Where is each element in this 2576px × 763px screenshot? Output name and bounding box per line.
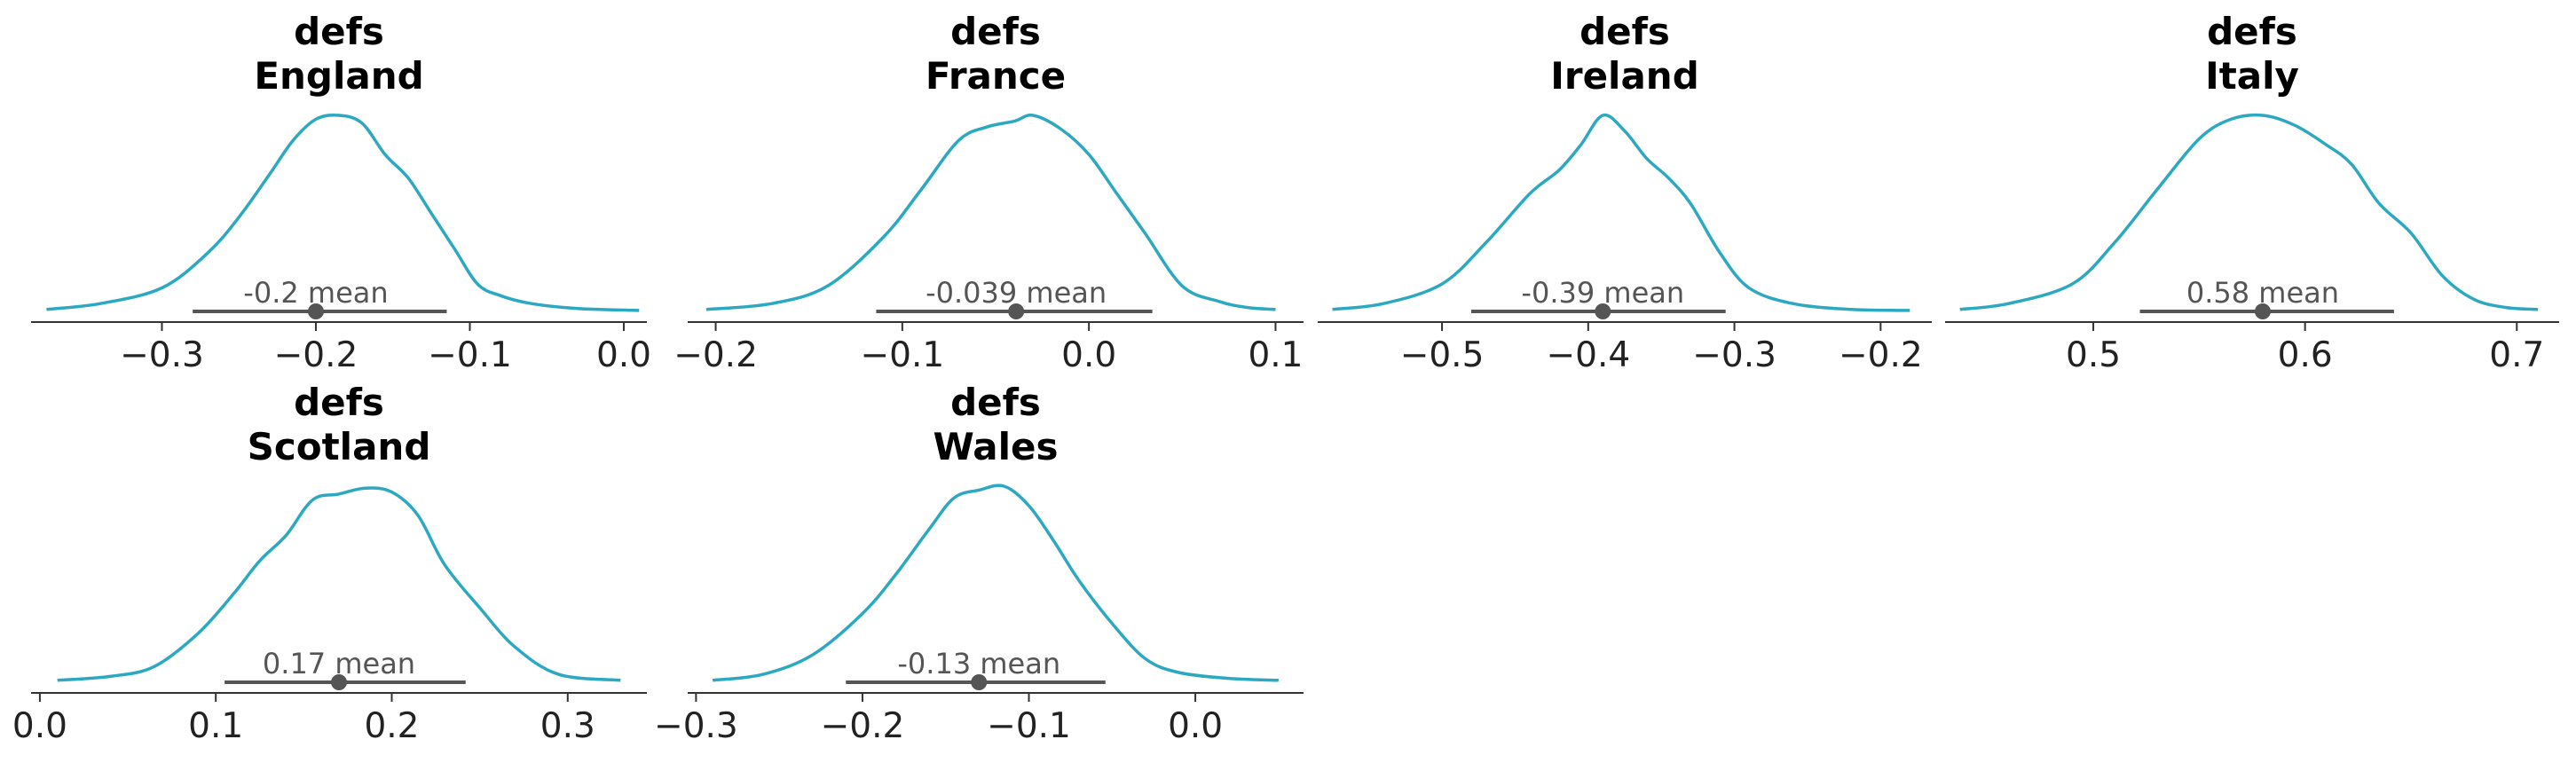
mean-label: -0.13 mean [897, 647, 1060, 680]
mean-label: -0.39 mean [1521, 276, 1684, 310]
density-curve [712, 484, 1279, 682]
panel-title-variable: defs [950, 10, 1041, 53]
x-tick-label: 0.5 [2066, 335, 2121, 375]
density-curve [1959, 113, 2539, 311]
x-tick-label: −0.5 [1400, 335, 1485, 375]
x-tick-label: −0.3 [654, 706, 738, 746]
mean-label: 0.58 mean [2186, 276, 2339, 310]
panel-title-country: Wales [933, 425, 1058, 468]
x-tick-label: 0.0 [12, 706, 67, 746]
x-tick-label: −0.2 [1839, 335, 1923, 375]
x-tick-label: −0.1 [428, 335, 512, 375]
x-tick-label: 0.6 [2278, 335, 2333, 375]
x-tick-label: −0.4 [1546, 335, 1630, 375]
mean-label: -0.2 mean [243, 276, 388, 310]
panel-title-variable: defs [1579, 10, 1670, 53]
density-curve [57, 486, 621, 682]
x-tick-label: −0.3 [1692, 335, 1776, 375]
panel-title-country: England [254, 54, 423, 98]
panel-title-variable: defs [950, 381, 1041, 424]
x-tick-label: 0.0 [596, 335, 651, 375]
x-tick-label: 0.3 [540, 706, 595, 746]
x-tick-label: −0.1 [860, 335, 944, 375]
panel-title-country: France [926, 54, 1066, 98]
mean-point [331, 674, 347, 690]
x-tick-label: 0.0 [1168, 706, 1223, 746]
x-tick-label: −0.1 [987, 706, 1071, 746]
panel-title-country: Scotland [248, 425, 431, 468]
mean-label: -0.039 mean [926, 276, 1107, 310]
panel-title-variable: defs [294, 381, 384, 424]
x-tick-label: −0.2 [674, 335, 758, 375]
x-tick-label: 0.1 [188, 706, 243, 746]
x-tick-label: 0.1 [1248, 335, 1303, 375]
panel-title-variable: defs [294, 10, 384, 53]
mean-point [1008, 303, 1025, 319]
x-tick-label: 0.7 [2489, 335, 2544, 375]
mean-point [307, 303, 324, 319]
mean-point [971, 674, 988, 690]
panel-title-country: Ireland [1550, 54, 1699, 98]
x-tick-label: 0.0 [1061, 335, 1116, 375]
mean-label: 0.17 mean [263, 647, 415, 680]
x-tick-label: −0.2 [821, 706, 905, 746]
density-curve [1332, 113, 1910, 312]
x-tick-label: 0.2 [364, 706, 419, 746]
density-curve [705, 114, 1276, 311]
x-tick-label: −0.3 [120, 335, 204, 375]
x-tick-label: −0.2 [274, 335, 358, 375]
panel-title-variable: defs [2207, 10, 2297, 53]
mean-point [1595, 303, 1611, 319]
density-curve [46, 113, 640, 312]
mean-point [2254, 303, 2271, 319]
panel-title-country: Italy [2205, 54, 2299, 98]
